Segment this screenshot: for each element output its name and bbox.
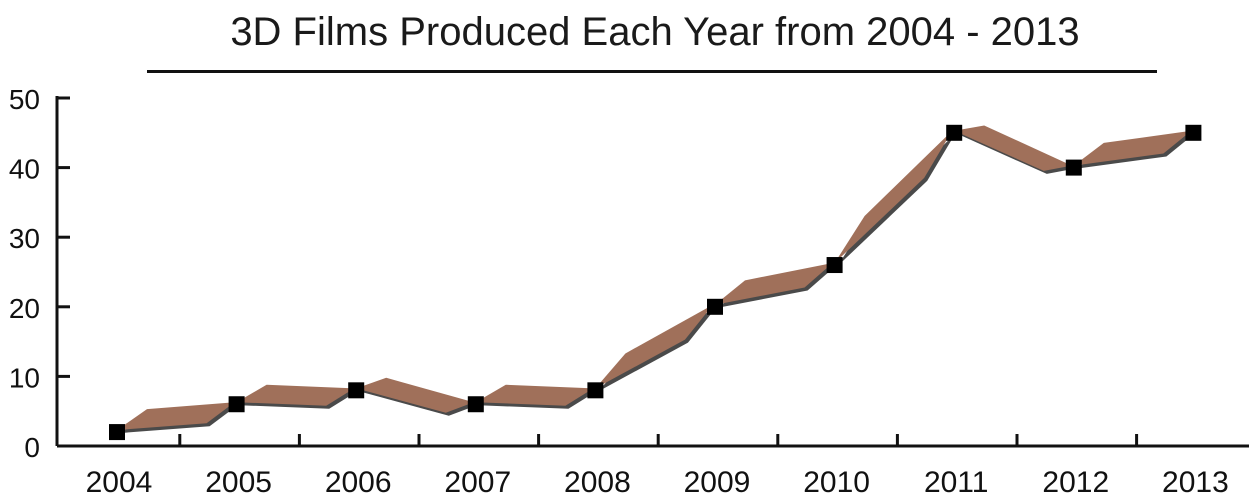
x-tick-label: 2009 xyxy=(684,466,751,495)
y-tick-label: 30 xyxy=(9,223,40,254)
data-point-marker xyxy=(1065,159,1082,176)
data-point-marker xyxy=(707,298,723,315)
y-tick-label: 0 xyxy=(24,432,40,463)
x-tick-label: 2010 xyxy=(803,466,870,495)
ribbon-segment xyxy=(1073,130,1192,166)
y-ticks: 0 10 20 30 40 50 xyxy=(9,84,70,463)
x-tick-label: 2011 xyxy=(924,466,989,495)
y-tick-label: 50 xyxy=(9,84,40,115)
markers xyxy=(109,124,1202,441)
ribbon-segment xyxy=(117,402,235,431)
ribbon-segment xyxy=(236,384,355,406)
x-tick-label: 2013 xyxy=(1162,466,1229,495)
data-point-marker xyxy=(826,257,843,274)
x-tick-label: 2007 xyxy=(444,466,511,495)
ribbon-segment xyxy=(834,130,953,264)
y-tick-label: 40 xyxy=(9,154,40,185)
ribbon-segment xyxy=(356,377,474,413)
ribbon-segment xyxy=(475,384,594,406)
x-tick-label: 2008 xyxy=(564,466,631,495)
y-tick-label: 20 xyxy=(9,293,40,324)
data-point-marker xyxy=(228,396,245,413)
x-tick-label: 2012 xyxy=(1042,466,1109,495)
data-point-marker xyxy=(348,382,365,399)
ribbon-segment xyxy=(954,125,1072,171)
data-point-marker xyxy=(946,124,963,141)
x-tick-label: 2005 xyxy=(205,466,272,495)
x-tick-label: 2006 xyxy=(325,466,392,495)
title-underline xyxy=(147,70,1157,73)
data-point-marker xyxy=(109,424,125,441)
x-ticks: 2004 2005 2006 2007 2008 2009 2010 2011 2012 2013 xyxy=(86,434,1229,495)
data-point-marker xyxy=(587,382,604,399)
y-tick-label: 10 xyxy=(9,362,40,393)
x-tick-label: 2004 xyxy=(86,466,153,495)
data-point-marker xyxy=(1185,124,1202,141)
chart-title: 3D Films Produced Each Year from 2004 - … xyxy=(230,10,1080,54)
axes xyxy=(55,96,1249,448)
ribbon-layer xyxy=(117,125,1195,434)
ribbon-segment xyxy=(715,263,833,305)
data-point-marker xyxy=(467,396,484,413)
ribbon-segment xyxy=(595,304,713,389)
